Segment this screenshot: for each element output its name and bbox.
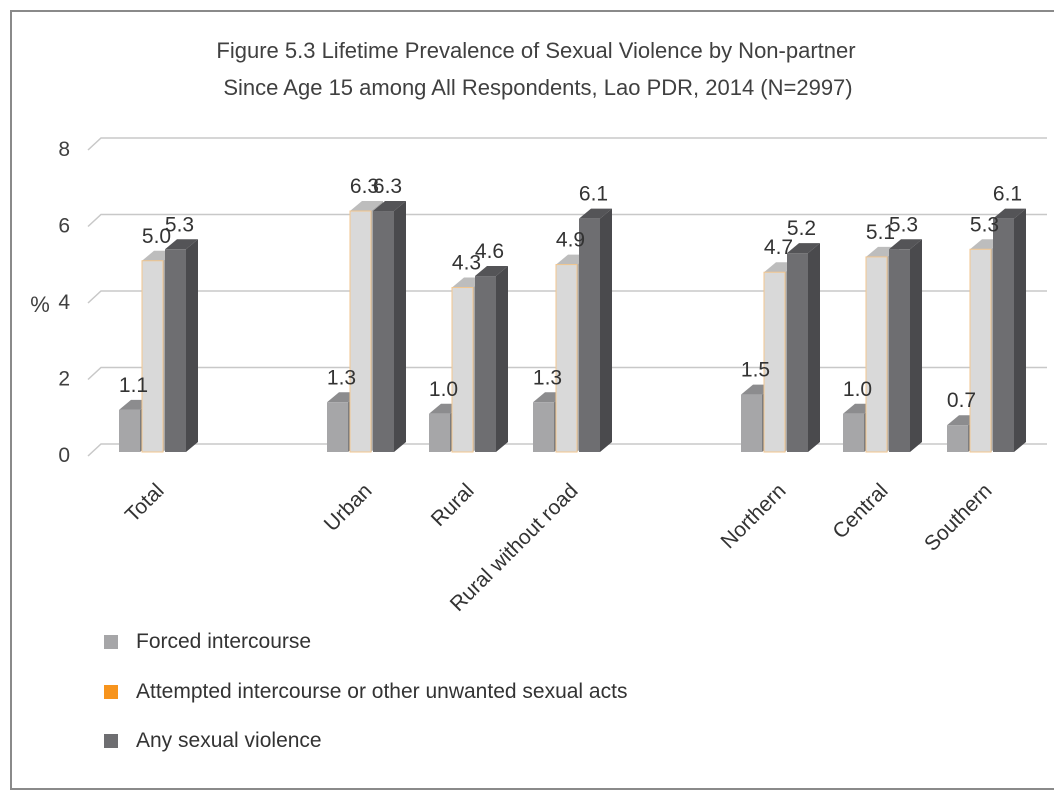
bar [993, 208, 1026, 452]
y-tick-label: 8 [58, 138, 70, 161]
bar [165, 239, 198, 452]
category-label: Central [828, 479, 892, 543]
bar [579, 208, 612, 452]
legend-swatch [104, 635, 118, 649]
chart-title-line-2: Since Age 15 among All Respondents, Lao … [223, 75, 852, 100]
data-label: 6.1 [579, 183, 608, 206]
gridline [87, 290, 1047, 304]
data-label: 6.3 [373, 175, 402, 198]
data-label: 4.3 [452, 252, 481, 275]
data-label: 1.3 [533, 366, 562, 389]
category-label: Southern [920, 479, 997, 556]
gridline [87, 213, 1047, 228]
data-label: 6.1 [993, 183, 1022, 206]
data-label: 5.3 [970, 213, 999, 236]
y-tick-label: 4 [58, 291, 70, 314]
data-label: 1.0 [429, 378, 458, 401]
y-tick-label: 6 [58, 215, 70, 238]
y-axis-label: % [30, 292, 50, 317]
bar [475, 266, 508, 452]
data-label: 1.5 [741, 359, 770, 382]
y-tick-label: 0 [58, 444, 70, 467]
data-label: 1.1 [119, 374, 148, 397]
legend-label: Forced intercourse [136, 630, 312, 653]
category-label: Rural [427, 479, 479, 531]
legend-item-any-sexual-violence: Any sexual violence [104, 729, 322, 753]
legend-item-attempted-intercourse: Attempted intercourse or other unwanted … [104, 680, 627, 704]
legend-swatch [104, 685, 118, 699]
data-label: 1.3 [327, 366, 356, 389]
data-label: 1.0 [843, 378, 872, 401]
chart-title-line-1: Figure 5.3 Lifetime Prevalence of Sexual… [216, 38, 855, 63]
legend-item-forced-intercourse: Forced intercourse [104, 630, 311, 654]
bar [889, 239, 922, 452]
data-label: 4.6 [475, 240, 504, 263]
legend-label: Attempted intercourse or other unwanted … [136, 680, 628, 703]
data-label: 5.3 [165, 213, 194, 236]
data-label: 5.0 [142, 225, 171, 248]
gridline [87, 443, 1047, 457]
data-label: 4.7 [764, 236, 793, 259]
category-label: Total [121, 479, 169, 527]
legend-label: Any sexual violence [136, 729, 322, 752]
data-label: 5.3 [889, 213, 918, 236]
bar [373, 201, 406, 452]
legend-swatch [104, 734, 118, 748]
data-label: 4.9 [556, 229, 585, 252]
y-tick-label: 2 [58, 368, 70, 391]
gridline [87, 366, 1047, 381]
data-label: 6.3 [350, 175, 379, 198]
category-label: Urban [320, 479, 377, 536]
gridline [87, 137, 1047, 151]
category-label: Northern [716, 479, 790, 553]
data-label: 5.2 [787, 217, 816, 240]
bar [787, 243, 820, 452]
data-label: 0.7 [947, 389, 976, 412]
data-label: 5.1 [866, 221, 895, 244]
